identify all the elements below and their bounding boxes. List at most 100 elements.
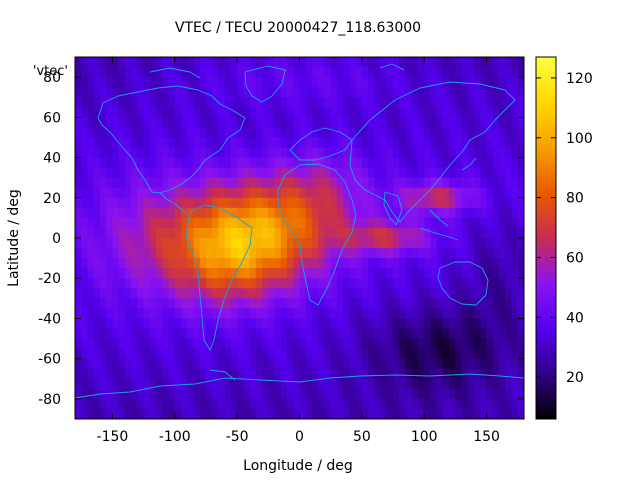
heatmap-cell bbox=[305, 67, 313, 78]
heatmap-cell bbox=[230, 358, 238, 370]
heatmap-cell bbox=[517, 97, 524, 108]
heatmap-cell bbox=[424, 97, 432, 108]
heatmap-cell bbox=[249, 268, 257, 279]
heatmap-cell bbox=[137, 127, 145, 139]
heatmap-cell bbox=[280, 227, 288, 239]
heatmap-cell bbox=[137, 338, 145, 350]
heatmap-cell bbox=[405, 57, 413, 68]
heatmap-cell bbox=[361, 137, 369, 149]
heatmap-cell bbox=[455, 338, 463, 350]
heatmap-cell bbox=[505, 378, 513, 390]
heatmap-cell bbox=[380, 177, 388, 189]
heatmap-cell bbox=[262, 308, 269, 320]
heatmap-cell bbox=[386, 127, 394, 139]
heatmap-cell bbox=[174, 177, 182, 189]
heatmap-cell bbox=[268, 388, 276, 400]
heatmap-cell bbox=[137, 288, 145, 299]
heatmap-cell bbox=[417, 258, 425, 269]
heatmap-cell bbox=[87, 358, 95, 370]
heatmap-cell bbox=[405, 408, 413, 419]
heatmap-cell bbox=[293, 217, 301, 229]
heatmap-cell bbox=[449, 388, 457, 400]
heatmap-cell bbox=[299, 328, 307, 340]
heatmap-cell bbox=[268, 258, 276, 269]
heatmap-cell bbox=[87, 67, 95, 78]
heatmap-cell bbox=[124, 197, 132, 209]
heatmap-cell bbox=[424, 378, 432, 390]
heatmap-cell bbox=[368, 117, 375, 128]
heatmap-cell bbox=[143, 308, 151, 320]
heatmap-cell bbox=[87, 318, 95, 330]
heatmap-cell bbox=[499, 77, 506, 88]
colorbar-tick-label: 60 bbox=[566, 250, 584, 266]
heatmap-cell bbox=[517, 157, 524, 169]
heatmap-cell bbox=[305, 298, 313, 309]
heatmap-cell bbox=[280, 348, 288, 360]
heatmap-cell bbox=[517, 167, 524, 179]
heatmap-cell bbox=[124, 187, 132, 199]
heatmap-cell bbox=[224, 137, 232, 149]
heatmap-cell bbox=[187, 408, 195, 419]
heatmap-cell bbox=[137, 248, 145, 259]
heatmap-cell bbox=[461, 378, 469, 390]
heatmap-cell bbox=[193, 258, 201, 269]
colorbar-tick-label: 40 bbox=[566, 310, 584, 326]
heatmap-cell bbox=[399, 217, 407, 229]
heatmap-cell bbox=[492, 408, 500, 419]
heatmap-cell bbox=[268, 227, 276, 239]
heatmap-cell bbox=[274, 388, 282, 400]
heatmap-cell bbox=[361, 197, 369, 209]
heatmap-cell bbox=[517, 308, 524, 320]
heatmap-cell bbox=[199, 308, 207, 320]
heatmap-cell bbox=[230, 238, 238, 249]
heatmap-cell bbox=[417, 318, 425, 330]
heatmap-cell bbox=[505, 77, 513, 88]
heatmap-cell bbox=[212, 318, 220, 330]
heatmap-cell bbox=[81, 177, 89, 189]
heatmap-cell bbox=[143, 217, 151, 229]
heatmap-cell bbox=[268, 167, 276, 179]
heatmap-cell bbox=[411, 57, 419, 68]
heatmap-cell bbox=[361, 167, 369, 179]
heatmap-cell bbox=[199, 298, 207, 309]
heatmap-cell bbox=[124, 217, 132, 229]
heatmap-cell bbox=[93, 167, 101, 179]
heatmap-cell bbox=[430, 238, 438, 249]
heatmap-cell bbox=[424, 308, 432, 320]
heatmap-cell bbox=[505, 187, 513, 199]
heatmap-cell bbox=[137, 318, 145, 330]
heatmap-cell bbox=[262, 278, 269, 289]
heatmap-cell bbox=[455, 308, 463, 320]
heatmap-cell bbox=[230, 348, 238, 360]
heatmap-cell bbox=[75, 117, 82, 128]
heatmap-cell bbox=[193, 378, 201, 390]
heatmap-cell bbox=[374, 348, 382, 360]
heatmap-cell bbox=[349, 57, 357, 68]
heatmap-cell bbox=[399, 308, 407, 320]
heatmap-cell bbox=[131, 127, 138, 139]
heatmap-cell bbox=[393, 127, 400, 139]
heatmap-cell bbox=[237, 147, 244, 159]
heatmap-cell bbox=[492, 268, 500, 279]
heatmap-cell bbox=[355, 408, 363, 419]
heatmap-cell bbox=[449, 57, 457, 68]
heatmap-cell bbox=[137, 137, 145, 149]
heatmap-cell bbox=[149, 238, 157, 249]
heatmap-cell bbox=[299, 318, 307, 330]
heatmap-cell bbox=[355, 147, 363, 159]
heatmap-cell bbox=[81, 308, 89, 320]
heatmap-cell bbox=[143, 338, 151, 350]
heatmap-cell bbox=[461, 87, 469, 98]
heatmap-cell bbox=[380, 207, 388, 219]
heatmap-cell bbox=[380, 107, 388, 118]
heatmap-cell bbox=[430, 67, 438, 78]
heatmap-cell bbox=[374, 57, 382, 68]
heatmap-cell bbox=[174, 278, 182, 289]
heatmap-cell bbox=[461, 298, 469, 309]
heatmap-cell bbox=[492, 328, 500, 340]
heatmap-cell bbox=[393, 388, 400, 400]
heatmap-cell bbox=[118, 248, 126, 259]
heatmap-cell bbox=[442, 408, 450, 419]
heatmap-cell bbox=[455, 177, 463, 189]
heatmap-cell bbox=[411, 227, 419, 239]
